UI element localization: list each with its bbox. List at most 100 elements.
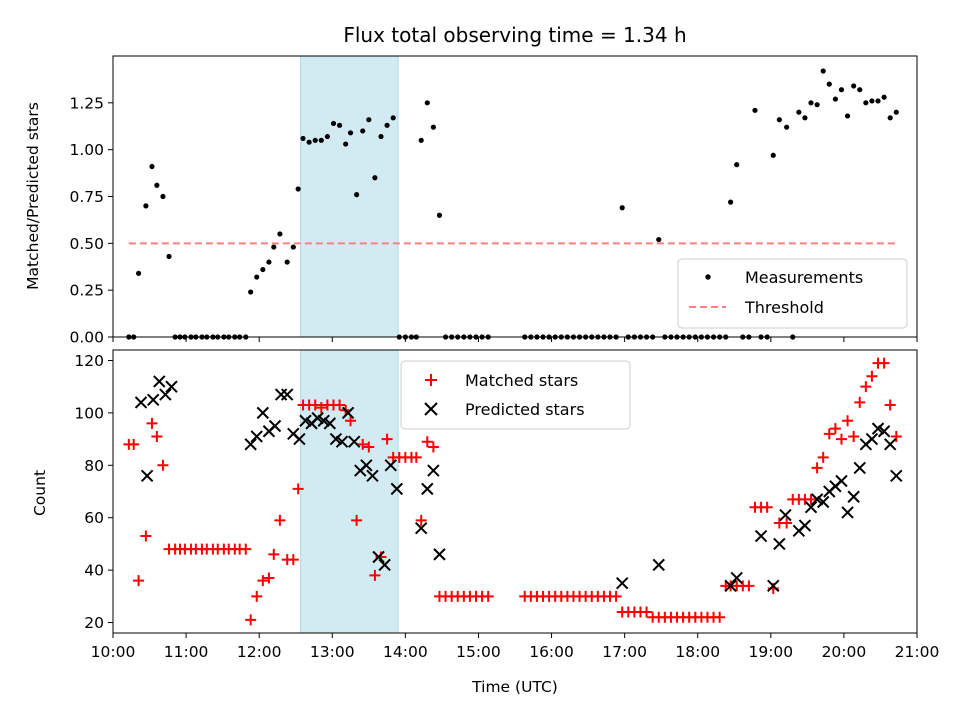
measurement-point [378,133,384,140]
matched-stars-point [151,430,163,442]
matched-stars-point [823,428,835,440]
top-chart-title: Flux total observing time = 1.34 h [343,23,686,47]
matched-stars-point [890,430,902,442]
predicted-stars-point [779,508,792,522]
measurement-point [360,128,366,134]
measurement-point [863,100,869,106]
predicted-stars-point [153,375,166,388]
measurement-point [752,107,758,113]
y-tick-label: 40 [84,562,104,580]
matched-stars-point [421,436,433,448]
matched-stars-point [482,590,494,602]
predicted-stars-point [652,558,665,572]
bottom-x-ticks: 10:00 11:00 12:00 13:00 14:00 15:00 16:00 17:00… [91,633,939,661]
bottom-panel: 10:00 11:00 12:00 13:00 14:00 15:00 16:00 17:00… [31,349,939,696]
matched-stars-point [133,575,145,587]
measurement-point [260,266,266,273]
predicted-stars-point [347,435,361,448]
measurement-point [149,163,155,170]
measurement-point [384,122,390,128]
matched-stars-point [363,441,375,453]
matched-stars-point [263,572,275,584]
predicted-stars-point [384,459,397,472]
predicted-stars-point [280,388,294,401]
measurement-point [784,124,790,130]
matched-stars-point [240,543,252,555]
measurement-point [318,137,324,143]
measurement-point [284,259,290,265]
predicted-stars-point [754,529,768,543]
matched-stars-point [781,517,793,529]
measurement-point [881,94,887,100]
measurement-point [424,100,430,106]
y-tick-label: 80 [84,457,104,475]
matched-stars-point [251,590,263,602]
predicted-stars-point [165,380,178,393]
y-tick-label: 20 [84,614,104,632]
matched-stars-point [381,433,393,445]
matched-stars-point [128,438,140,450]
measurement-point [418,137,424,143]
x-tick-label: 16:00 [529,643,574,661]
matched-stars-point [842,415,854,427]
top-y-ticks: 0.00 0.25 0.50 0.75 1.00 1.25 [69,94,113,347]
measurement-point [820,68,826,74]
predicted-stars-point [853,461,866,475]
matched-stars-point [860,381,872,393]
top-legend: Measurements Threshold [677,258,908,329]
y-tick-label: 60 [84,509,104,527]
predicted-stars-point [877,425,891,438]
matched-stars-point [817,451,829,463]
top-shaded-span [300,55,399,338]
matched-stars-point [157,459,169,471]
top-x-ticks [112,337,918,342]
legend-matched-marker [425,374,437,386]
matched-stars-point [610,590,622,602]
measurement-point [851,83,857,89]
measurement-point [372,175,378,181]
bottom-shaded-span [300,349,399,634]
measurement-point [160,193,166,200]
x-tick-label: 15:00 [456,643,501,661]
matched-stars-point [641,606,653,618]
bottom-y-axis-label: Count [31,470,49,516]
measurement-point [436,212,443,218]
predicted-stars-point [250,430,263,443]
predicted-stars-point [890,469,903,482]
predicted-stars-point [847,490,860,503]
x-tick-label: 11:00 [164,643,209,661]
matched-stars-point [805,493,817,505]
measurement-point [857,87,863,93]
measurement-point [619,205,625,211]
predicted-stars-point [421,482,434,496]
predicted-stars-point [268,419,282,433]
matched-stars-point [268,548,280,560]
x-tick-label: 20:00 [822,643,867,661]
legend-predicted-label: Predicted stars [465,400,585,419]
bottom-y-ticks: 20 40 60 80 100 120 [74,352,113,632]
y-tick-label: 0.75 [69,188,104,206]
measurement-point [844,113,851,119]
x-tick-label: 19:00 [748,643,793,661]
matched-stars-point [245,614,257,626]
top-panel: 0.00 0.25 0.50 0.75 1.00 1.25 Flux total obse… [24,23,918,347]
measurement-point [330,120,337,127]
measurement-point [796,109,802,115]
matched-stars-point [287,554,299,566]
legend-threshold-label: Threshold [744,298,824,317]
measurement-point [770,152,776,158]
matched-stars-point [315,402,327,414]
measurement-point [887,115,893,121]
predicted-stars-point [730,571,743,585]
predicted-stars-point [341,406,355,420]
measurement-point [430,124,436,130]
matched-stars-point [334,399,346,411]
measurement-point [254,274,260,280]
measurement-point [248,289,254,295]
matched-stars-point [410,451,422,463]
matched-stars-point [415,514,427,526]
predicted-stars-point [244,438,257,451]
predicted-stars-point [256,406,270,420]
matched-stars-point [878,357,890,369]
